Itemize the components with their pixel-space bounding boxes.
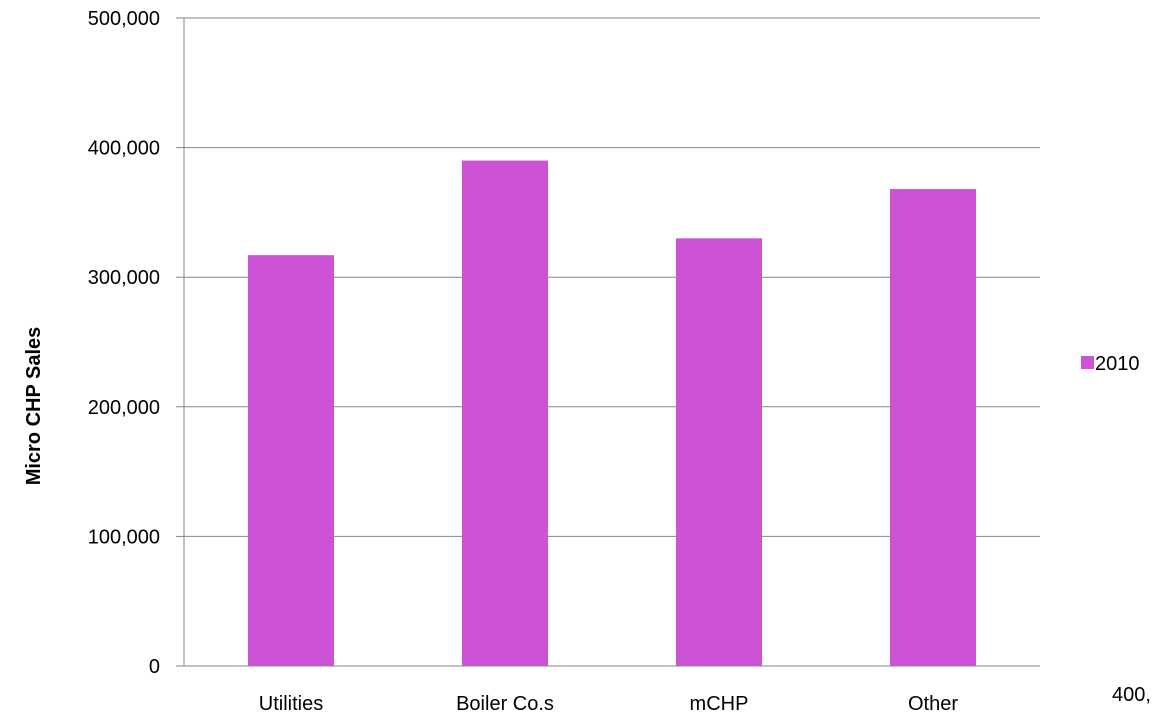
bar <box>890 189 976 666</box>
x-tick-label: Utilities <box>259 693 323 715</box>
y-tick-label: 200,000 <box>88 397 160 419</box>
x-tick-label: Boiler Co.s <box>456 693 554 715</box>
y-tick-label: 0 <box>149 656 160 678</box>
y-tick-label: 300,000 <box>88 267 160 289</box>
bar <box>462 160 548 666</box>
bar <box>248 255 334 666</box>
x-tick-label: Other <box>908 693 958 715</box>
y-tick-label: 500,000 <box>88 8 160 30</box>
y-tick-labels: 0 100,000 200,000 300,000 400,000 500,000 <box>88 8 160 678</box>
legend-label: 2010 <box>1095 353 1140 375</box>
axes <box>176 17 1040 667</box>
y-tick-label: 400,000 <box>88 138 160 160</box>
legend: 2010 <box>1081 353 1140 375</box>
bars <box>248 160 976 666</box>
x-tick-labels: Utilities Boiler Co.s mCHP Other <box>259 693 959 715</box>
bar <box>676 238 762 666</box>
stray-label: 400, <box>1112 684 1151 706</box>
y-tick-label: 100,000 <box>88 526 160 548</box>
x-tick-label: mCHP <box>690 693 749 715</box>
y-axis-title: Micro CHP Sales <box>23 327 45 486</box>
legend-swatch <box>1081 356 1094 369</box>
